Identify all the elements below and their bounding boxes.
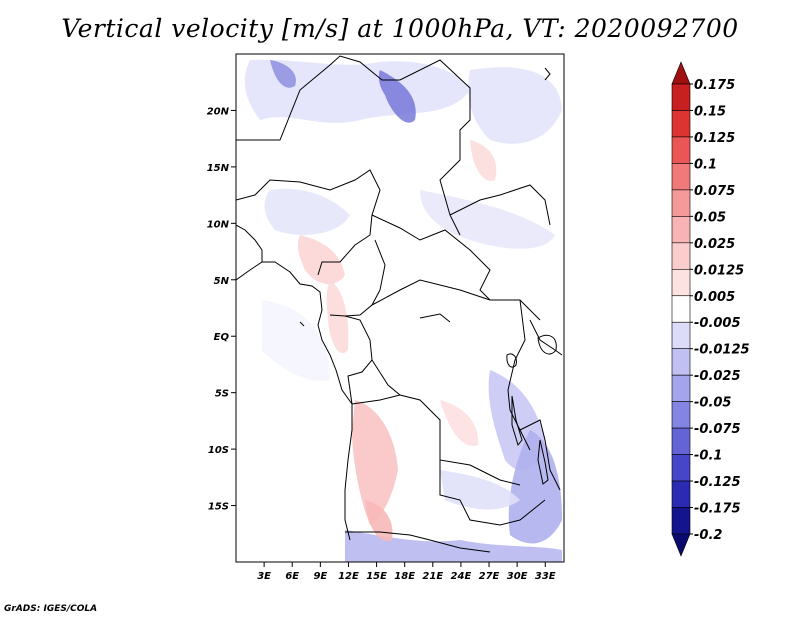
lon-tick-label: 18E	[394, 571, 415, 582]
colorbar-label: 0.025	[694, 237, 735, 252]
lon-tick-label: 6E	[285, 571, 299, 582]
field-red-gabon	[326, 280, 349, 354]
field-blue-wa	[264, 188, 350, 235]
colorbar-label: 0.175	[694, 78, 735, 93]
colorbar-swatch	[671, 295, 691, 323]
colorbar-top-arrow	[671, 61, 691, 85]
lat-tick-label: 15N	[207, 163, 230, 174]
colorbar-swatch	[671, 401, 691, 429]
longitude-axis: 3E 6E 9E 12E 15E 18E 21E 24E 27E 30E 33E	[257, 562, 556, 582]
colorbar-label: -0.1	[694, 449, 722, 464]
colorbar-swatch	[671, 189, 691, 217]
velocity-shading	[244, 59, 562, 562]
border-ne-corner	[544, 67, 551, 81]
map-title: Vertical velocity [m/s] at 1000hPa, VT: …	[61, 14, 739, 43]
latitude-axis: 20N 15N 10N 5N EQ 5S 10S 15S	[207, 106, 236, 513]
border-guinea	[236, 224, 263, 262]
lake-victoria	[537, 334, 557, 355]
lon-tick-label: 33E	[535, 571, 556, 582]
grads-credit: GrADS: IGES/COLA	[4, 604, 98, 614]
lon-tick-label: 30E	[507, 571, 528, 582]
border-uganda	[529, 319, 563, 356]
field-red-angola	[352, 400, 398, 525]
lon-tick-label: 3E	[257, 571, 271, 582]
colorbar-swatch	[671, 321, 691, 350]
colorbar-label: 0.125	[694, 131, 735, 146]
colorbar-label: 0.0125	[694, 263, 744, 278]
border-namibia	[345, 531, 491, 553]
colorbar-label: 0.15	[694, 104, 726, 119]
colorbar-swatch	[671, 268, 691, 297]
colorbar-label: -0.025	[694, 369, 741, 384]
colorbar-swatch	[671, 242, 691, 270]
colorbar-swatch	[671, 374, 691, 402]
colorbar-swatch	[671, 83, 691, 111]
colorbar-swatch	[671, 480, 691, 508]
field-blue-core-1	[270, 60, 296, 88]
colorbar-label: 0.05	[694, 210, 726, 225]
colorbar-label: -0.005	[694, 316, 741, 331]
border-angola-n	[351, 394, 401, 405]
border-car-drc	[371, 279, 491, 306]
colorbar-label: -0.05	[694, 396, 731, 411]
border-westafrica	[236, 169, 381, 276]
lake-malawi	[537, 439, 549, 485]
map-plot-area: 3E 6E 9E 12E 15E 18E 21E 24E 27E 30E 33E 20N 15N 10N…	[207, 53, 565, 582]
colorbar-label: 0.005	[694, 290, 735, 305]
colorbar-label: -0.125	[694, 475, 741, 490]
field-blue-se	[508, 430, 562, 544]
border-zambia	[439, 460, 546, 526]
field-blue-ne	[468, 67, 562, 144]
colorbar-label: 0.075	[694, 184, 735, 199]
border-drc-angola	[371, 359, 521, 486]
border-sahara	[236, 55, 471, 236]
lon-tick-label: 21E	[422, 571, 443, 582]
field-red-wa	[297, 235, 345, 285]
field-blue-core-2	[378, 70, 416, 123]
lon-tick-label: 24E	[451, 571, 472, 582]
colorbar: 0.175 0.15 0.125 0.1 0.075 0.05 0.025 0.0125 0.0…	[671, 61, 750, 557]
lat-tick-label: 10N	[207, 219, 230, 230]
field-red-drc	[440, 400, 479, 446]
lake-tanganyika	[511, 395, 523, 447]
colorbar-swatch	[671, 507, 691, 535]
lake-albert	[506, 353, 517, 368]
colorbar-bottom-arrow	[671, 533, 691, 557]
colorbar-swatch	[671, 348, 691, 376]
lon-tick-label: 15E	[366, 571, 387, 582]
colorbar-label: -0.175	[694, 502, 741, 517]
colorbar-swatch	[671, 136, 691, 164]
border-sudan	[449, 184, 551, 226]
colorbar-label: 0.1	[694, 157, 717, 172]
colorbar-swatch	[671, 110, 691, 138]
lat-tick-label: 15S	[208, 502, 229, 513]
colorbar-label: -0.075	[694, 422, 741, 437]
field-red-sudan	[470, 140, 497, 181]
country-borders	[236, 55, 563, 553]
map-frame	[235, 53, 565, 563]
colorbar-label: -0.0125	[694, 343, 750, 358]
river-congo	[419, 313, 451, 323]
lon-tick-label: 27E	[479, 571, 500, 582]
lat-tick-label: EQ	[214, 332, 230, 343]
lat-tick-label: 20N	[207, 106, 230, 117]
border-tanzania	[519, 419, 561, 491]
colorbar-swatch	[671, 163, 691, 191]
colorbar-label: -0.2	[694, 528, 722, 543]
lon-tick-label: 9E	[313, 571, 327, 582]
border-chad-car	[371, 214, 541, 321]
lat-tick-label: 5N	[214, 276, 230, 287]
field-red-namibia	[365, 500, 393, 541]
colorbar-swatch	[671, 216, 691, 244]
field-blue-sahel	[420, 190, 555, 249]
field-neutral-gulf	[262, 300, 330, 381]
coastline	[236, 261, 353, 541]
colorbar-swatch	[671, 427, 691, 455]
island-bioko	[299, 321, 305, 327]
lat-tick-label: 5S	[215, 389, 229, 400]
lat-tick-label: 10S	[208, 445, 229, 456]
colorbar-swatch	[671, 454, 691, 482]
lon-tick-label: 12E	[338, 571, 359, 582]
